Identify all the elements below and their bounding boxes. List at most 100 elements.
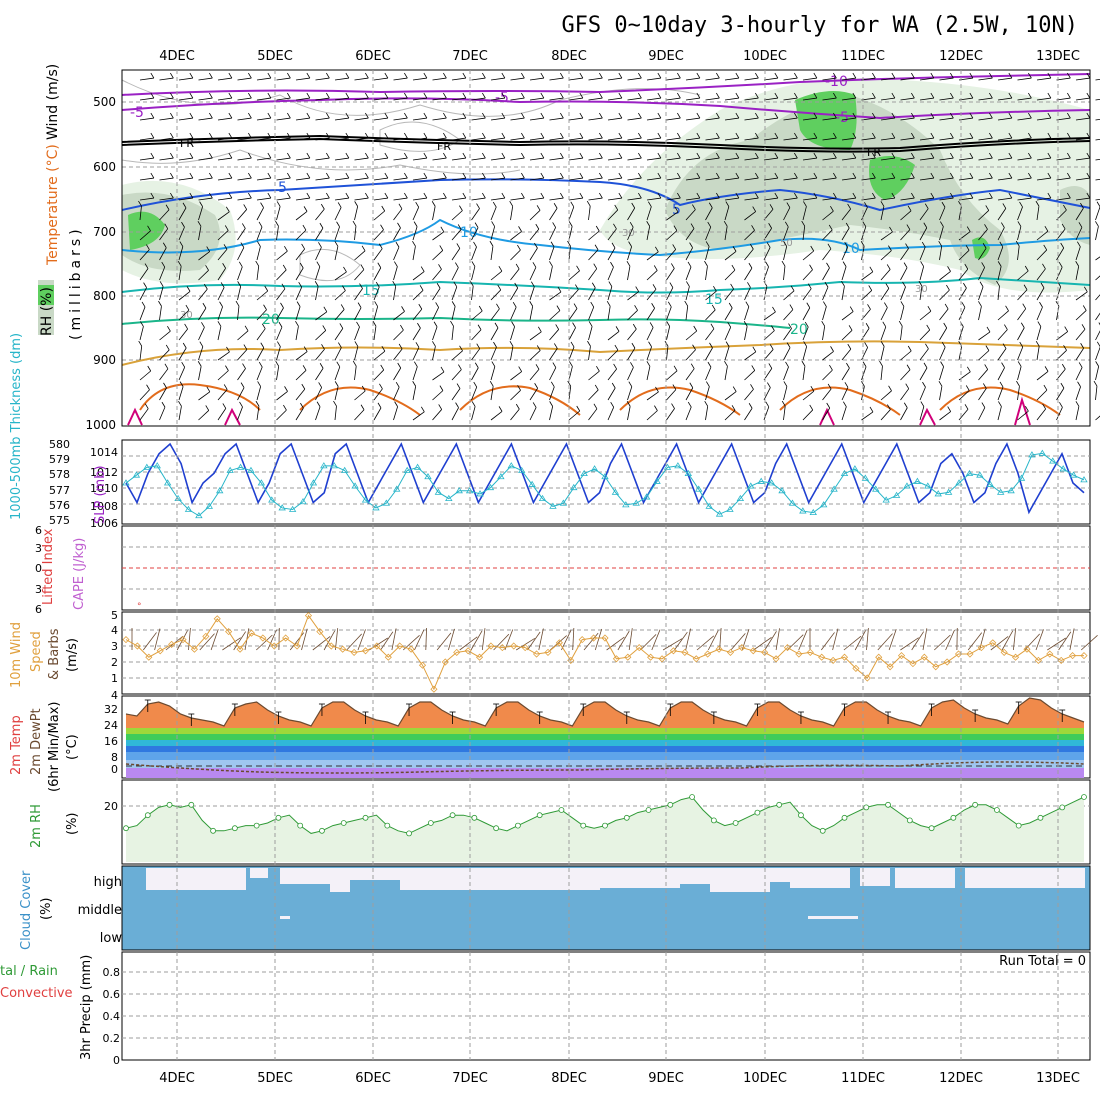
wind-speed-point <box>806 648 814 656</box>
upper-wind-barb-flag <box>847 343 852 350</box>
wind10-barb <box>199 633 215 651</box>
wind10-barbs <box>131 627 1098 651</box>
upper-wind-barb-flag <box>657 92 662 99</box>
upper-wind-barb-flag <box>179 381 184 387</box>
upper-wind-barb <box>724 288 734 301</box>
upper-wind-barb-flag <box>457 224 462 230</box>
upper-wind-barb-flag <box>287 132 291 139</box>
upper-wind-barb-flag <box>891 92 896 99</box>
upper-wind-barb <box>588 157 603 161</box>
thickness-point <box>413 463 422 470</box>
upper-wind-barb-flag <box>220 282 225 288</box>
upper-wind-barb <box>510 117 525 121</box>
upper-wind-barb-flag <box>400 324 404 331</box>
upper-wind-barb <box>529 157 544 161</box>
upper-wind-barb-flag <box>1022 303 1027 309</box>
upper-wind-barb-flag <box>963 282 967 289</box>
upper-wind-barb <box>295 351 308 361</box>
upper-wind-barb-flag <box>618 172 623 179</box>
upper-wind-barb <box>198 327 205 341</box>
upper-wind-barb-flag <box>395 382 400 388</box>
upper-wind-barb-flag <box>724 361 728 367</box>
upper-wind-barb-flag <box>303 346 308 352</box>
upper-wind-barb-flag <box>343 266 347 273</box>
upper-wind-barb-flag <box>509 200 514 207</box>
upper-wind-barb-flag <box>462 72 467 79</box>
upper-wind-barb <box>276 288 286 301</box>
upper-wind-barb-flag <box>1061 363 1066 370</box>
upper-wind-barb-flag <box>287 72 291 79</box>
upper-wind-barb <box>393 177 408 181</box>
upper-wind-barb <box>627 386 633 401</box>
upper-wind-barb <box>198 251 210 261</box>
upper-wind-barb-flag <box>611 242 616 249</box>
upper-wind-barb <box>588 197 603 201</box>
upper-wind-barb <box>880 250 892 261</box>
upper-wind-barb-flag <box>439 385 444 391</box>
upper-wind-barb <box>295 177 310 181</box>
wind-speed-point <box>361 647 370 655</box>
upper-wind-barb-flag <box>774 112 779 119</box>
upper-wind-barb-flag <box>946 284 950 291</box>
upper-wind-barb-flag <box>1080 202 1084 209</box>
upper-wind-barb-flag <box>716 152 720 159</box>
upper-wind-barb-flag <box>591 282 596 288</box>
upper-wind-barb-flag <box>1075 401 1080 407</box>
upper-wind-barb <box>198 346 204 361</box>
upper-wind-barb-flag <box>930 172 935 179</box>
upper-wind-barb-flag <box>755 72 759 79</box>
upper-wind-barb <box>997 386 1004 401</box>
thickness-point <box>830 485 838 492</box>
upper-wind-barb-flag <box>517 244 521 251</box>
thickness-point <box>632 499 640 506</box>
upper-wind-barb <box>549 208 558 221</box>
upper-wind-barb-flag <box>381 205 386 212</box>
upper-wind-barb <box>393 227 401 241</box>
upper-wind-barb <box>607 407 615 421</box>
upper-wind-barb <box>393 311 405 321</box>
upper-wind-barb <box>568 157 583 161</box>
upper-wind-barb <box>958 137 973 141</box>
wind-speed-point <box>270 642 278 650</box>
upper-wind-barb <box>744 267 753 281</box>
upper-wind-barb <box>490 386 494 401</box>
upper-wind-barb <box>315 368 324 381</box>
upper-wind-barb-flag <box>242 363 246 369</box>
upper-wind-barb <box>159 157 174 161</box>
wind-speed-point <box>145 653 153 661</box>
upper-wind-barb <box>451 117 466 121</box>
upper-wind-barb <box>919 286 923 301</box>
upper-wind-barb-flag <box>197 361 202 367</box>
wind10-barb <box>922 628 928 651</box>
upper-wind-barb <box>822 197 837 201</box>
upper-wind-barb <box>1095 256 1100 261</box>
upper-wind-barb-flag <box>593 403 598 410</box>
upper-wind-barb <box>646 289 657 301</box>
upper-wind-barb <box>919 227 928 241</box>
upper-wind-barb <box>393 157 408 161</box>
upper-wind-barb <box>549 291 562 301</box>
upper-wind-barb <box>646 270 658 281</box>
upper-wind-barb <box>861 226 867 241</box>
upper-wind-barb-flag <box>278 321 283 328</box>
upper-wind-barb <box>744 177 759 181</box>
upper-wind-barb <box>568 270 580 281</box>
wind10-barb <box>493 633 510 651</box>
upper-wind-barb <box>1017 197 1032 201</box>
upper-wind-barb <box>997 367 1005 381</box>
upper-wind-barb <box>627 291 639 301</box>
upper-wind-barb-flag <box>1019 201 1023 208</box>
upper-wind-barb-flag <box>907 205 912 212</box>
rh-point <box>319 827 325 834</box>
upper-wind-barb-flag <box>438 404 443 410</box>
upper-wind-barb-flag <box>572 322 576 328</box>
rh-point <box>1015 822 1022 829</box>
upper-wind-barb-flag <box>610 402 615 408</box>
upper-wind-barb <box>783 366 789 381</box>
upper-wind-barb <box>393 348 403 361</box>
upper-wind-barb-flag <box>864 202 868 208</box>
upper-wind-barb <box>588 389 599 401</box>
upper-wind-barb-flag <box>1008 172 1013 179</box>
upper-wind-barb <box>354 346 359 361</box>
upper-wind-barb-flag <box>537 326 542 332</box>
